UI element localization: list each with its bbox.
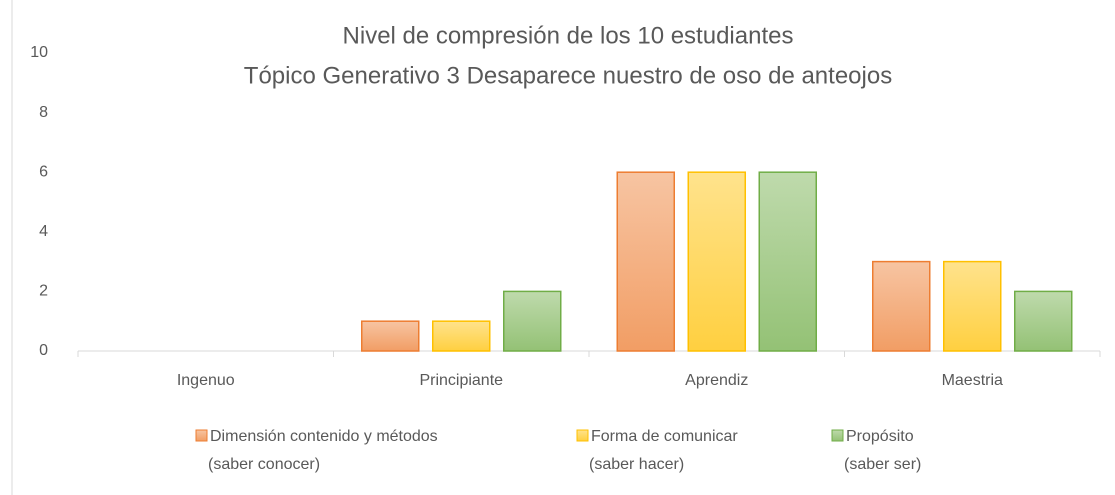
legend-swatch — [195, 429, 208, 442]
legend-swatch — [831, 429, 844, 442]
legend-label: Propósito — [846, 428, 914, 445]
y-tick-label: 4 — [39, 223, 48, 240]
bar — [616, 171, 675, 352]
bar — [943, 260, 1002, 352]
chart-title: Tópico Generativo 3 Desaparece nuestro d… — [244, 62, 892, 89]
legend-label: Dimensión contenido y métodos — [210, 428, 438, 445]
bar — [503, 290, 562, 352]
x-tick-label: Principiante — [419, 372, 503, 389]
y-tick-label: 10 — [30, 44, 48, 61]
bar — [1014, 290, 1073, 352]
legend-swatch — [576, 429, 589, 442]
legend-label: Forma de comunicar — [591, 428, 738, 445]
y-tick-label: 0 — [39, 342, 48, 359]
bar — [872, 260, 931, 352]
y-tick-label: 6 — [39, 163, 48, 180]
bar — [432, 320, 491, 352]
legend-label: (saber conocer) — [208, 456, 320, 473]
legend-label: (saber hacer) — [589, 456, 684, 473]
x-tick-label: Aprendiz — [685, 372, 748, 389]
bar — [687, 171, 746, 352]
bar — [758, 171, 817, 352]
x-tick-label: Ingenuo — [177, 372, 235, 389]
chart-title: Nivel de compresión de los 10 estudiante… — [343, 22, 794, 49]
bar — [361, 320, 420, 352]
y-tick-label: 8 — [39, 104, 48, 121]
x-tick-label: Maestria — [942, 372, 1003, 389]
y-tick-label: 2 — [39, 283, 48, 300]
legend-label: (saber ser) — [844, 456, 921, 473]
